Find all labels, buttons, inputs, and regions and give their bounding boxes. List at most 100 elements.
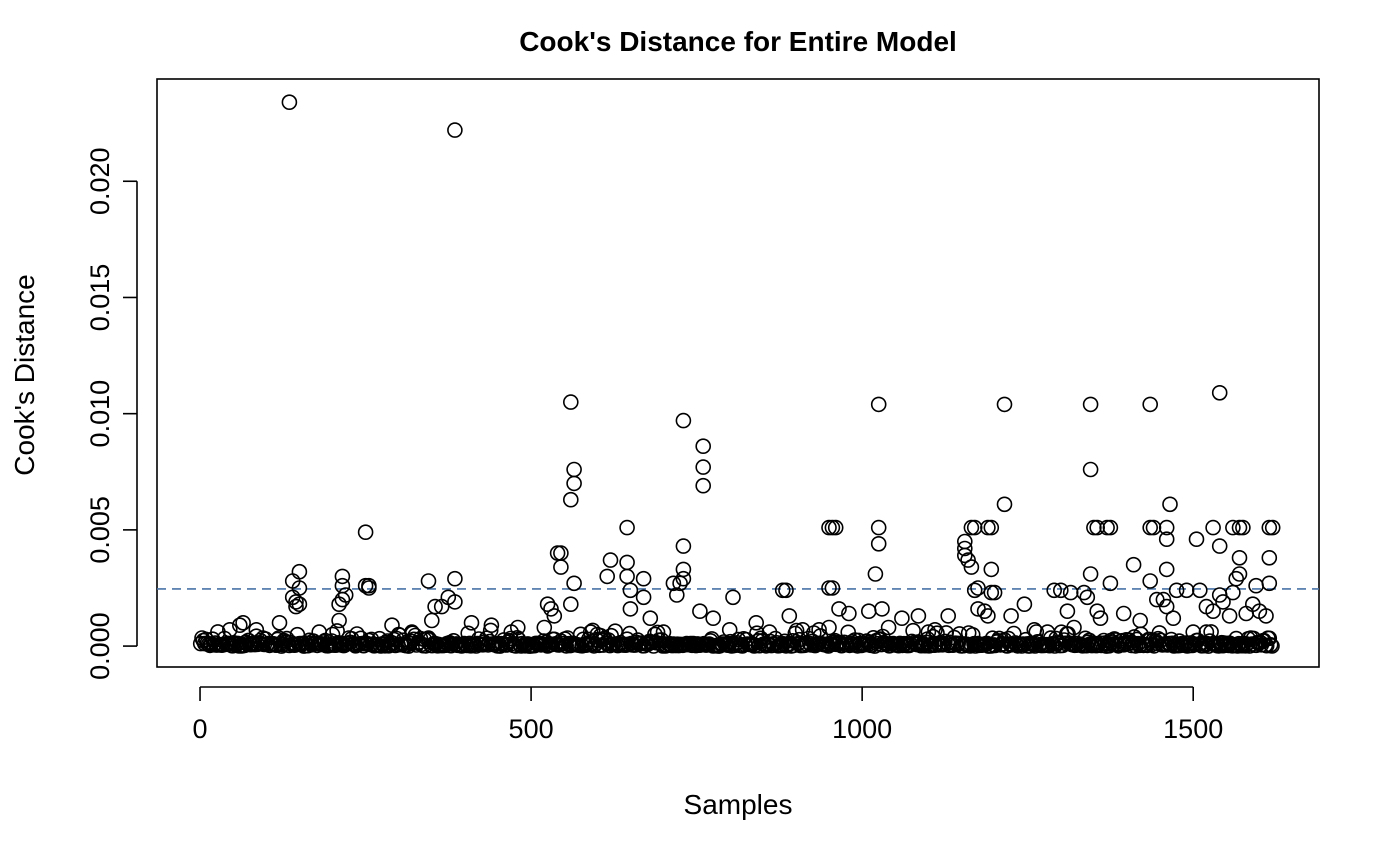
- data-point: [1165, 610, 1182, 627]
- data-point: [619, 568, 635, 585]
- data-point: [668, 587, 685, 603]
- data-point: [870, 396, 887, 413]
- data-point: [1082, 396, 1099, 413]
- data-point: [970, 580, 986, 596]
- data-point: [235, 614, 251, 631]
- data-point: [1238, 605, 1254, 622]
- data-point: [1046, 582, 1062, 599]
- y-axis-label: Cook's Distance: [9, 274, 40, 475]
- data-point: [1062, 584, 1079, 601]
- data-point: [1102, 519, 1119, 536]
- data-point: [357, 524, 374, 541]
- data-point: [1262, 636, 1279, 653]
- data-point: [1211, 384, 1228, 401]
- data-point: [695, 459, 712, 475]
- data-point: [562, 394, 579, 410]
- data-point: [860, 603, 877, 620]
- data-point: [599, 568, 616, 585]
- data-point: [983, 561, 1000, 578]
- data-point: [288, 598, 304, 615]
- data-point: [778, 582, 794, 599]
- y-tick-label: 0.000: [85, 612, 115, 680]
- data-point: [1132, 612, 1148, 629]
- data-point: [966, 582, 983, 599]
- data-point: [622, 582, 639, 599]
- data-point: [1221, 608, 1238, 624]
- data-point: [1241, 638, 1258, 654]
- data-point: [1264, 519, 1281, 536]
- data-point: [1158, 519, 1175, 536]
- y-axis: 0.000 0.005 0.010 0.015 0.020: [85, 147, 138, 680]
- data-point: [447, 122, 463, 138]
- data-point: [619, 554, 635, 571]
- data-point: [649, 624, 666, 641]
- data-point: [1261, 549, 1278, 566]
- data-point: [334, 591, 351, 608]
- data-point: [665, 575, 682, 592]
- data-point: [1225, 519, 1241, 536]
- data-point: [536, 619, 553, 636]
- data-point: [996, 396, 1013, 413]
- data-point: [870, 519, 887, 536]
- data-point: [774, 582, 791, 599]
- data-point: [331, 596, 347, 613]
- data-point: [566, 475, 582, 492]
- data-point: [1082, 566, 1099, 582]
- data-point: [619, 519, 635, 536]
- data-point: [566, 575, 582, 592]
- data-point: [1168, 582, 1185, 599]
- y-tick-label: 0.005: [85, 496, 115, 564]
- data-point: [1231, 549, 1248, 566]
- data-point: [874, 601, 890, 617]
- data-point: [1261, 630, 1278, 647]
- data-point: [635, 570, 652, 587]
- data-point: [642, 610, 659, 627]
- data-point: [288, 594, 304, 610]
- x-tick-label: 500: [509, 714, 554, 744]
- data-point: [622, 601, 639, 617]
- chart-title: Cook's Distance for Entire Model: [519, 26, 957, 57]
- data-point: [1079, 589, 1096, 606]
- data-point: [1092, 610, 1109, 627]
- data-point: [423, 612, 440, 629]
- data-point: [960, 552, 976, 568]
- data-point: [1158, 531, 1175, 548]
- data-point: [1188, 531, 1205, 548]
- data-point: [821, 580, 837, 596]
- data-point: [996, 496, 1013, 513]
- data-point: [1261, 519, 1278, 536]
- data-point: [824, 519, 841, 536]
- data-point: [420, 573, 437, 589]
- data-point: [1158, 561, 1175, 578]
- data-point: [562, 596, 579, 613]
- data-point: [963, 519, 980, 536]
- data-point: [1231, 566, 1248, 582]
- data-point: [956, 547, 973, 564]
- data-point: [827, 519, 844, 536]
- data-point: [543, 601, 559, 617]
- data-point: [602, 552, 619, 568]
- data-point: [1248, 577, 1264, 594]
- data-point: [831, 601, 847, 617]
- data-point: [1102, 575, 1119, 592]
- data-point: [980, 519, 996, 536]
- data-point: [976, 603, 993, 620]
- data-point: [447, 570, 463, 587]
- data-point: [705, 610, 722, 627]
- scatter-points: [192, 94, 1281, 654]
- data-point: [291, 596, 308, 613]
- data-point: [1162, 496, 1178, 513]
- data-point: [1003, 608, 1019, 624]
- data-point: [433, 598, 450, 615]
- data-point: [539, 596, 556, 613]
- data-point: [986, 584, 1003, 601]
- data-point: [894, 610, 910, 627]
- data-point: [1264, 638, 1280, 654]
- data-point: [566, 461, 582, 478]
- data-point: [1178, 582, 1195, 599]
- data-point: [291, 563, 308, 580]
- data-point: [334, 568, 351, 585]
- x-axis-label: Samples: [684, 789, 793, 820]
- data-point: [675, 570, 692, 587]
- data-point: [1215, 594, 1231, 610]
